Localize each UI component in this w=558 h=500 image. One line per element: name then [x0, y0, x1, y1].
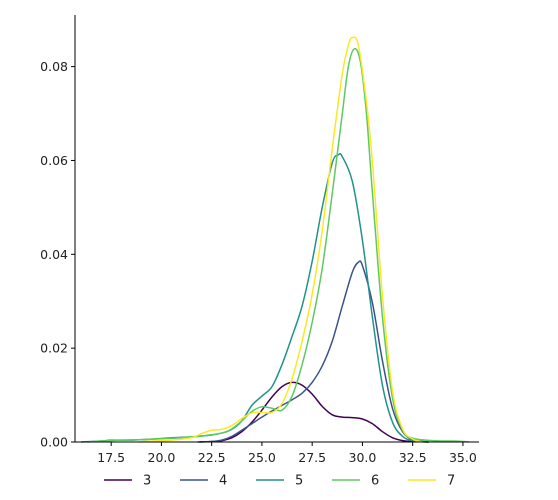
x-tick-label: 25.0 — [248, 450, 276, 465]
series-lines — [80, 36, 470, 443]
x-tick-label: 32.5 — [399, 450, 427, 465]
legend: 3 4 5 6 7 — [104, 474, 455, 489]
x-axis-ticks: 17.5 20.0 22.5 25.0 27.5 30.0 32.5 35.0 — [97, 442, 477, 465]
legend-label-6: 6 — [371, 474, 379, 489]
legend-label-5: 5 — [295, 474, 303, 489]
series-line-4 — [197, 260, 429, 443]
x-tick-label: 35.0 — [449, 450, 477, 465]
series-line-7 — [139, 36, 423, 443]
y-tick-label: 0.00 — [40, 435, 68, 450]
y-tick-label: 0.08 — [40, 59, 68, 74]
y-tick-label: 0.02 — [40, 341, 68, 356]
x-tick-label: 17.5 — [97, 450, 125, 465]
legend-label-7: 7 — [447, 474, 455, 489]
x-tick-label: 27.5 — [298, 450, 326, 465]
x-tick-label: 30.0 — [349, 450, 377, 465]
series-line-6 — [87, 47, 470, 443]
x-tick-label: 20.0 — [148, 450, 176, 465]
y-axis-ticks: 0.00 0.02 0.04 0.06 0.08 — [40, 59, 75, 450]
x-tick-label: 22.5 — [198, 450, 226, 465]
legend-label-3: 3 — [143, 474, 151, 489]
y-tick-label: 0.06 — [40, 153, 68, 168]
legend-label-4: 4 — [219, 474, 227, 489]
series-line-3 — [199, 381, 429, 443]
y-tick-label: 0.04 — [40, 247, 68, 262]
